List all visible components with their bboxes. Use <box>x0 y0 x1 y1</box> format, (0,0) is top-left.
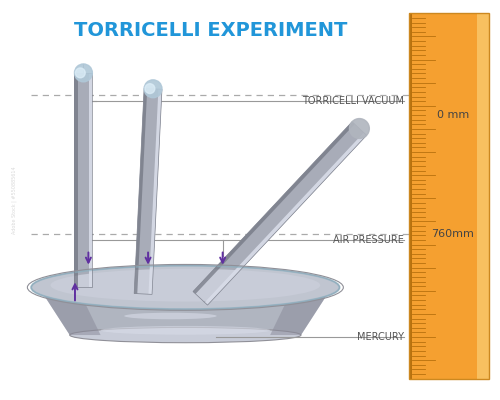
PathPatch shape <box>204 132 366 305</box>
Text: AIR PRESSURE: AIR PRESSURE <box>334 235 404 245</box>
PathPatch shape <box>193 122 354 294</box>
Circle shape <box>76 68 85 78</box>
Ellipse shape <box>124 313 216 319</box>
PathPatch shape <box>89 73 92 287</box>
Ellipse shape <box>50 269 320 302</box>
Ellipse shape <box>31 266 340 309</box>
Circle shape <box>350 118 370 138</box>
Circle shape <box>145 84 155 94</box>
Bar <box>476 13 488 379</box>
PathPatch shape <box>74 73 78 287</box>
Bar <box>409 13 488 379</box>
Circle shape <box>144 80 162 98</box>
PathPatch shape <box>74 73 92 287</box>
PathPatch shape <box>193 122 366 305</box>
Ellipse shape <box>70 328 301 343</box>
PathPatch shape <box>134 88 147 294</box>
PathPatch shape <box>134 88 162 294</box>
Bar <box>409 13 412 379</box>
Circle shape <box>74 64 92 82</box>
Text: Adobe Stock | #550885614: Adobe Stock | #550885614 <box>12 166 17 234</box>
Text: 760mm: 760mm <box>432 229 474 239</box>
PathPatch shape <box>148 89 162 294</box>
Text: TORRICELLI VACUUM: TORRICELLI VACUUM <box>302 96 404 106</box>
Text: MERCURY: MERCURY <box>357 332 404 342</box>
PathPatch shape <box>270 287 332 335</box>
PathPatch shape <box>39 287 332 335</box>
PathPatch shape <box>39 287 100 335</box>
Ellipse shape <box>100 326 270 335</box>
Text: TORRICELLI EXPERIMENT: TORRICELLI EXPERIMENT <box>74 21 347 40</box>
Bar <box>409 13 488 379</box>
Text: 0 mm: 0 mm <box>436 110 469 120</box>
